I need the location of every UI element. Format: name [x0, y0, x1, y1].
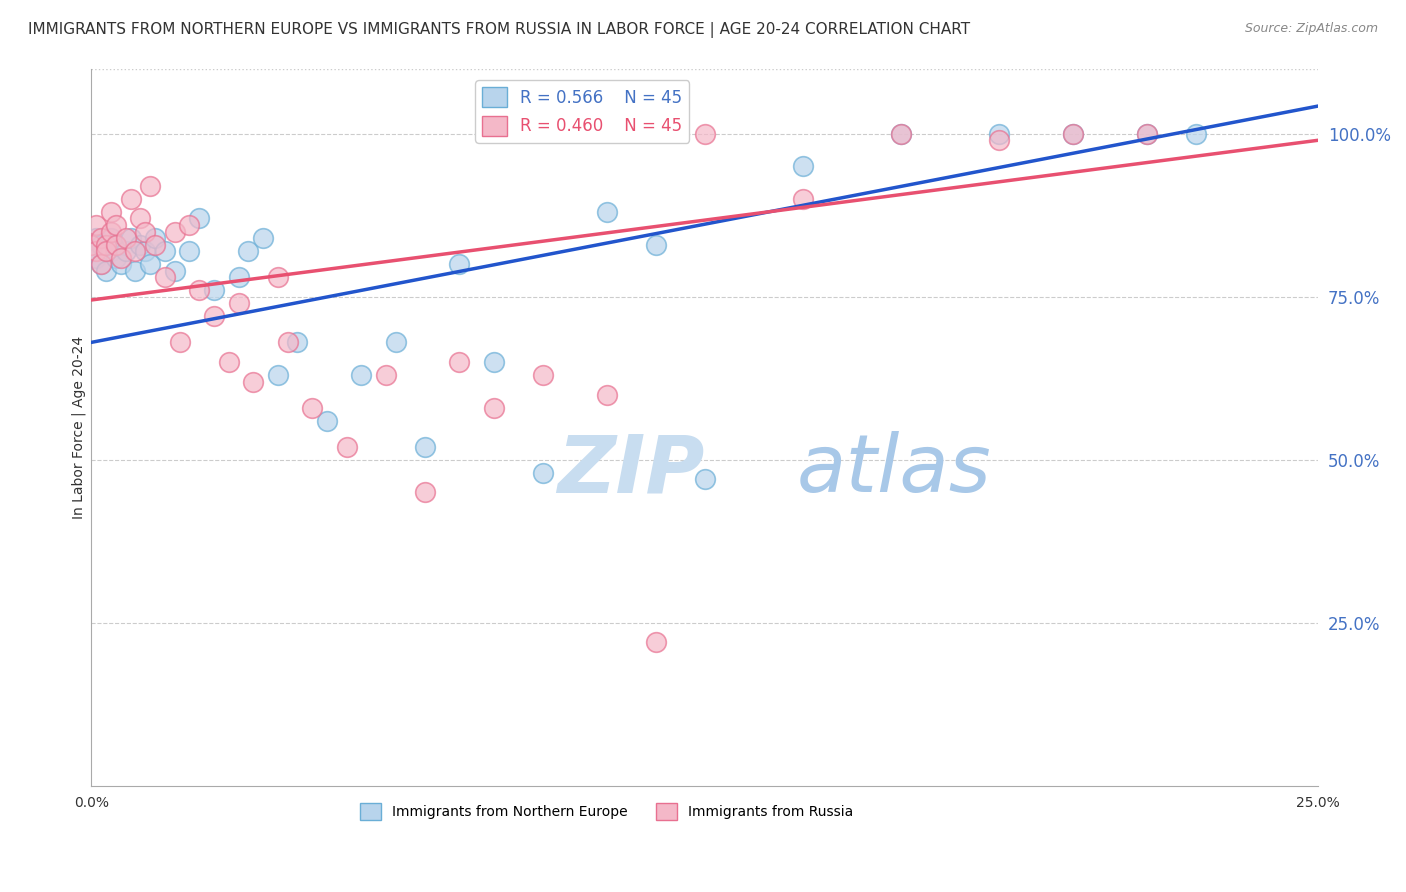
Point	[80, 244, 103, 258]
Point	[110, 251, 132, 265]
Point	[693, 472, 716, 486]
Point	[792, 159, 814, 173]
Point	[988, 133, 1011, 147]
Point	[252, 231, 274, 245]
Point	[84, 251, 107, 265]
Point	[94, 237, 117, 252]
Point	[202, 310, 225, 324]
Point	[163, 225, 186, 239]
Point	[482, 401, 505, 415]
Point	[114, 244, 136, 258]
Point	[84, 244, 107, 258]
Point	[169, 335, 191, 350]
Point	[890, 127, 912, 141]
Text: ZIP: ZIP	[558, 431, 704, 509]
Point	[413, 440, 436, 454]
Point	[104, 237, 127, 252]
Point	[287, 335, 309, 350]
Point	[531, 466, 554, 480]
Text: IMMIGRANTS FROM NORTHERN EUROPE VS IMMIGRANTS FROM RUSSIA IN LABOR FORCE | AGE 2: IMMIGRANTS FROM NORTHERN EUROPE VS IMMIG…	[28, 22, 970, 38]
Point	[104, 237, 127, 252]
Legend: Immigrants from Northern Europe, Immigrants from Russia: Immigrants from Northern Europe, Immigra…	[354, 797, 859, 825]
Point	[100, 244, 122, 258]
Point	[202, 283, 225, 297]
Point	[482, 355, 505, 369]
Point	[595, 205, 617, 219]
Point	[335, 440, 357, 454]
Point	[94, 244, 117, 258]
Point	[179, 244, 201, 258]
Point	[153, 270, 176, 285]
Point	[1062, 127, 1084, 141]
Point	[693, 127, 716, 141]
Point	[104, 218, 127, 232]
Point	[1184, 127, 1206, 141]
Point	[110, 257, 132, 271]
Y-axis label: In Labor Force | Age 20-24: In Labor Force | Age 20-24	[72, 335, 86, 519]
Point	[139, 178, 162, 193]
Point	[139, 257, 162, 271]
Point	[153, 244, 176, 258]
Point	[218, 355, 240, 369]
Point	[90, 257, 112, 271]
Point	[124, 244, 146, 258]
Text: atlas: atlas	[797, 431, 991, 509]
Point	[228, 296, 250, 310]
Point	[84, 231, 107, 245]
Point	[124, 263, 146, 277]
Point	[350, 368, 373, 382]
Point	[90, 231, 112, 245]
Point	[120, 231, 142, 245]
Point	[267, 270, 290, 285]
Point	[374, 368, 396, 382]
Point	[242, 375, 264, 389]
Point	[228, 270, 250, 285]
Point	[114, 231, 136, 245]
Point	[413, 485, 436, 500]
Point	[163, 263, 186, 277]
Point	[100, 225, 122, 239]
Text: Source: ZipAtlas.com: Source: ZipAtlas.com	[1244, 22, 1378, 36]
Point	[1062, 127, 1084, 141]
Point	[277, 335, 299, 350]
Point	[449, 257, 471, 271]
Point	[1135, 127, 1157, 141]
Point	[315, 414, 337, 428]
Point	[120, 192, 142, 206]
Point	[384, 335, 406, 350]
Point	[134, 244, 156, 258]
Point	[792, 192, 814, 206]
Point	[267, 368, 290, 382]
Point	[188, 211, 211, 226]
Point	[644, 635, 666, 649]
Point	[94, 244, 117, 258]
Point	[301, 401, 323, 415]
Point	[1135, 127, 1157, 141]
Point	[134, 225, 156, 239]
Point	[90, 237, 112, 252]
Point	[449, 355, 471, 369]
Point	[238, 244, 260, 258]
Point	[94, 263, 117, 277]
Point	[100, 231, 122, 245]
Point	[80, 237, 103, 252]
Point	[143, 231, 166, 245]
Point	[104, 251, 127, 265]
Point	[143, 237, 166, 252]
Point	[129, 211, 152, 226]
Point	[890, 127, 912, 141]
Point	[129, 237, 152, 252]
Point	[644, 237, 666, 252]
Point	[90, 257, 112, 271]
Point	[179, 218, 201, 232]
Point	[188, 283, 211, 297]
Point	[531, 368, 554, 382]
Point	[84, 218, 107, 232]
Point	[988, 127, 1011, 141]
Point	[595, 387, 617, 401]
Point	[100, 205, 122, 219]
